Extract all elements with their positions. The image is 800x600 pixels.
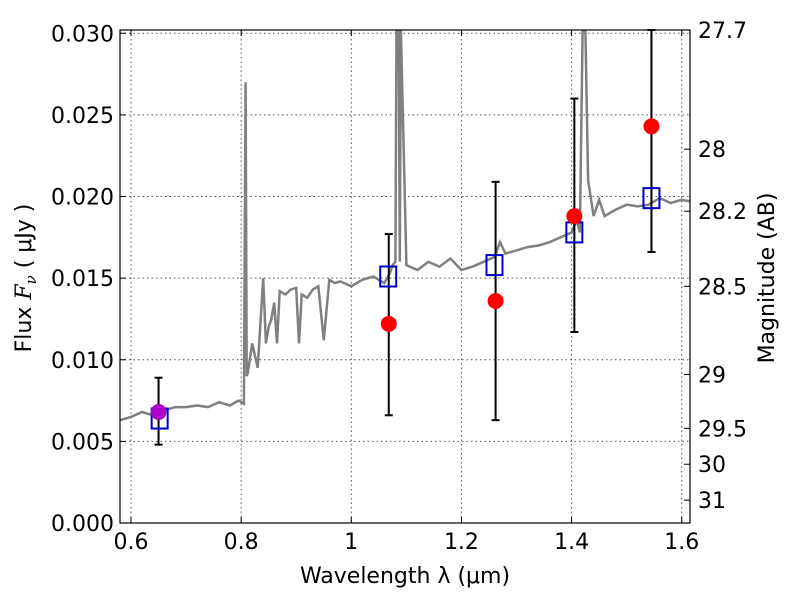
y2-tick-label: 30 — [698, 453, 726, 478]
observed-point — [487, 292, 504, 309]
y-tick-label: 0.010 — [51, 349, 114, 374]
y2-tick-label: 29 — [698, 363, 726, 388]
y-axis-label-subscript: ν — [22, 275, 40, 284]
y-axis-label-unit: ( μJy ) — [12, 204, 37, 276]
x-tick-label: 1.4 — [554, 530, 589, 555]
observed-point — [380, 315, 397, 332]
grid — [120, 30, 690, 524]
synthetic-square — [379, 265, 398, 288]
y2-tick-label: 29.5 — [698, 417, 747, 442]
synthetic-square — [485, 254, 504, 277]
synthetic-square — [642, 187, 661, 210]
y2-tick-label: 27.7 — [698, 19, 747, 44]
y-tick-label: 0.025 — [51, 104, 114, 129]
y-axis-label-symbol: F — [12, 284, 37, 301]
observed-point — [150, 403, 167, 420]
y2-tick-label: 28.5 — [698, 275, 747, 300]
x-tick-label: 0.6 — [114, 530, 149, 555]
model-spectrum — [120, 30, 690, 422]
observed-flux-points — [150, 118, 660, 420]
y-tick-label: 0.030 — [51, 22, 114, 47]
y-axis-label: Flux Fν ( μJy ) — [12, 204, 40, 353]
observed-point — [643, 118, 660, 135]
x-tick-label: 0.8 — [224, 530, 259, 555]
y-tick-label: 0.020 — [51, 186, 114, 211]
y2-tick-label: 28 — [698, 138, 726, 163]
y-tick-label: 0.015 — [51, 267, 114, 292]
y2-axis-label: Magnitude (AB) — [755, 193, 780, 364]
y2-tick-label: 31 — [698, 489, 726, 514]
y2-tick-label: 28.2 — [698, 200, 747, 225]
plot-frame — [119, 29, 691, 524]
y-axis-label-prefix: Flux — [12, 300, 37, 353]
axis-ticks: 0.6 0.8 1 1.2 1.4 1.6 0.000 0.005 0.010 0.015 0.02… — [51, 19, 747, 555]
x-tick-label: 1 — [344, 530, 358, 555]
y-tick-label: 0.000 — [51, 512, 114, 537]
observed-point — [566, 208, 583, 225]
x-tick-label: 1.2 — [444, 530, 479, 555]
x-axis-label: Wavelength λ (μm) — [300, 564, 510, 589]
model-spectrum-line — [120, 30, 690, 422]
y-tick-label: 0.005 — [51, 430, 114, 455]
x-tick-label: 1.6 — [664, 530, 699, 555]
